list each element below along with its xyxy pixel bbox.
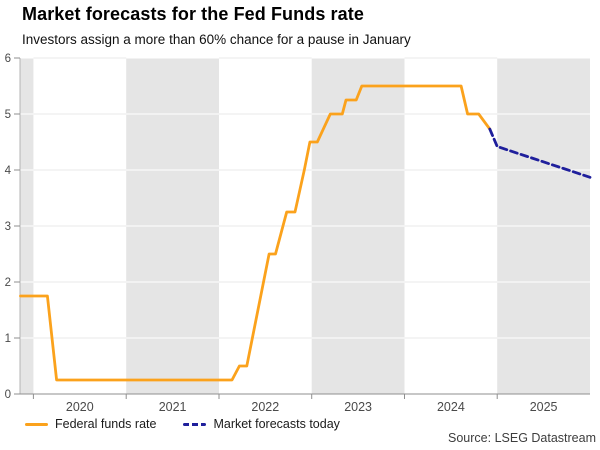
svg-text:2021: 2021	[159, 400, 187, 414]
svg-text:2020: 2020	[66, 400, 94, 414]
svg-text:2022: 2022	[251, 400, 279, 414]
svg-text:2024: 2024	[437, 400, 465, 414]
svg-text:4: 4	[5, 165, 12, 177]
dashed-line-swatch	[183, 422, 207, 426]
source-note: Source: LSEG Datastream	[448, 431, 596, 445]
solid-line-swatch	[25, 422, 48, 426]
chart-legend: Federal funds rate Market forecasts toda…	[25, 417, 340, 431]
svg-text:5: 5	[5, 109, 11, 121]
svg-text:6: 6	[5, 53, 11, 65]
svg-text:0: 0	[5, 389, 11, 401]
svg-text:3: 3	[5, 221, 11, 233]
legend-label-market-forecasts: Market forecasts today	[213, 417, 340, 431]
chart-title: Market forecasts for the Fed Funds rate	[22, 4, 364, 24]
svg-text:2023: 2023	[344, 400, 372, 414]
chart-subtitle: Investors assign a more than 60% chance …	[22, 32, 411, 47]
svg-text:2: 2	[5, 277, 11, 289]
legend-label-federal-funds-rate: Federal funds rate	[55, 417, 157, 431]
svg-text:2025: 2025	[530, 400, 558, 414]
legend-item-market-forecasts: Market forecasts today	[183, 417, 340, 431]
legend-item-federal-funds-rate: Federal funds rate	[25, 417, 156, 431]
svg-text:1: 1	[5, 333, 11, 345]
